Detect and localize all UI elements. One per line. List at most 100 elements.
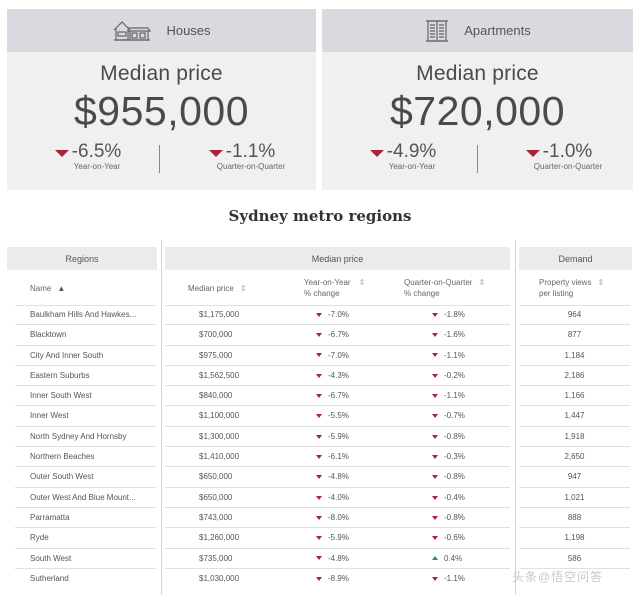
watermark: 头条@悟空问答 — [512, 570, 604, 584]
qoq-change: -0.8% — [444, 512, 465, 522]
table-row[interactable]: Sutherland $1,030,000 -8.9% -1.1% — [0, 569, 640, 589]
apartments-card-header: Apartments — [322, 9, 633, 52]
qoq-change: -1.6% — [444, 330, 465, 340]
yoy-change: -4.3% — [328, 370, 349, 380]
qoq-change: -0.4% — [444, 492, 465, 502]
row-divider — [165, 305, 510, 306]
down-arrow-icon — [432, 475, 438, 480]
column-header-median-price[interactable]: Median price ⇕ — [188, 284, 247, 294]
table-row[interactable]: Northern Beaches $1,410,000 -6.1% -0.3% 2,65… — [0, 447, 640, 468]
down-arrow-icon — [316, 454, 322, 459]
sort-active-icon[interactable]: ▲︎ — [57, 284, 66, 294]
apartments-yoy-change: -4.9% Year-on-Year — [358, 142, 448, 171]
column-divider — [161, 240, 162, 595]
yoy-change: -5.9% — [328, 533, 349, 543]
yoy-change: -4.8% — [328, 553, 349, 563]
column-divider — [515, 240, 516, 595]
table-row[interactable]: Blacktown $700,000 -6.7% -1.6% 877 — [0, 325, 640, 346]
yoy-change: -6.1% — [328, 452, 349, 462]
down-arrow-icon — [432, 434, 438, 439]
sort-icon[interactable]: ⇕ — [358, 278, 366, 288]
row-divider — [15, 364, 156, 366]
table-row[interactable]: City And Inner South $975,000 -7.0% -1.1% 1,… — [0, 346, 640, 366]
table-row[interactable]: Eastern Suburbs $1,562,500 -4.3% -0.2% 2,186 — [0, 366, 640, 387]
row-divider — [519, 527, 630, 529]
down-arrow-icon — [316, 495, 322, 500]
yoy-change: -8.9% — [328, 573, 349, 583]
median-price: $735,000 — [199, 553, 233, 563]
down-arrow-icon — [432, 454, 438, 459]
yoy-change: -6.7% — [328, 391, 349, 401]
houses-median-label: Median price — [100, 62, 223, 85]
column-header-yoy[interactable]: Year-on-Year ⇕ % change — [304, 278, 366, 299]
column-header-qoq[interactable]: Quarter-on-Quarter ⇕ % change — [404, 278, 486, 299]
row-divider — [519, 446, 630, 448]
region-name: Outer West And Blue Mount... — [30, 492, 136, 502]
property-views: 2,186 — [564, 370, 585, 380]
property-views: 877 — [567, 330, 582, 340]
sort-icon[interactable]: ⇕ — [597, 278, 605, 288]
table-row[interactable]: Baulkham Hills And Hawkes... $1,175,000 -7… — [0, 305, 640, 326]
table-row[interactable]: Outer South West $650,000 -4.8% -0.8% 947 — [0, 467, 640, 488]
row-divider — [519, 344, 630, 346]
qoq-change: 0.4% — [444, 553, 463, 563]
down-arrow-icon — [316, 434, 322, 439]
row-divider — [165, 466, 510, 468]
median-price: $1,260,000 — [199, 533, 240, 543]
sort-icon[interactable]: ⇕ — [239, 284, 247, 294]
table-row[interactable]: Outer West And Blue Mount... $650,000 -4.0… — [0, 488, 640, 508]
row-divider — [15, 344, 156, 346]
row-divider — [15, 567, 156, 569]
sort-icon[interactable]: ⇕ — [478, 278, 486, 288]
row-divider — [165, 405, 510, 407]
qoq-change: -1.1% — [444, 350, 465, 360]
table-row[interactable]: Inner South West $840,000 -6.7% -1.1% 1,166 — [0, 386, 640, 407]
down-arrow-icon — [432, 312, 438, 317]
region-name: Parramatta — [30, 512, 70, 522]
property-views: 2,650 — [564, 452, 585, 462]
qoq-change: -0.8% — [444, 431, 465, 441]
row-divider — [519, 486, 630, 488]
apartments-card: Apartments Median price $720,000 -4.9% Y… — [322, 9, 633, 190]
house-icon — [112, 19, 152, 43]
qoq-change: -0.6% — [444, 533, 465, 543]
row-divider — [15, 305, 156, 306]
median-price: $1,562,500 — [199, 370, 240, 380]
region-name: Inner West — [30, 411, 69, 421]
qoq-change: -0.2% — [444, 370, 465, 380]
table-row[interactable]: North Sydney And Hornsby $1,300,000 -5.9% -… — [0, 427, 640, 448]
median-price: $1,030,000 — [199, 573, 240, 583]
apartments-median-label: Median price — [416, 62, 539, 85]
yoy-change: -7.0% — [328, 350, 349, 360]
divider — [477, 145, 478, 173]
houses-yoy-change: -6.5% Year-on-Year — [43, 142, 133, 171]
row-divider — [165, 425, 510, 427]
row-divider — [519, 425, 630, 427]
down-arrow-icon — [316, 414, 322, 419]
row-divider — [165, 527, 510, 529]
column-header-property-views[interactable]: Property views ⇕ per listing — [539, 278, 605, 299]
row-divider — [165, 344, 510, 346]
group-header-median-price: Median price — [165, 247, 510, 270]
property-views: 1,184 — [564, 350, 585, 360]
table-row[interactable]: Ryde $1,260,000 -5.9% -0.6% 1,198 — [0, 528, 640, 549]
table-row[interactable]: Inner West $1,100,000 -5.5% -0.7% 1,447 — [0, 406, 640, 427]
table-row[interactable]: South West $735,000 -4.8% 0.4% 586 — [0, 549, 640, 569]
region-name: North Sydney And Hornsby — [30, 431, 127, 441]
row-divider — [519, 506, 630, 508]
down-arrow-icon — [54, 150, 69, 157]
table-row[interactable]: Parramatta $743,000 -8.0% -0.8% 888 — [0, 508, 640, 529]
down-arrow-icon — [432, 576, 438, 581]
row-divider — [519, 364, 630, 366]
row-divider — [15, 425, 156, 427]
houses-title: Houses — [166, 23, 211, 38]
yoy-change: -7.0% — [328, 310, 349, 319]
row-divider — [519, 405, 630, 407]
column-header-name[interactable]: Name ▲︎ — [30, 284, 66, 294]
group-header-demand: Demand — [519, 247, 632, 270]
region-name: Northern Beaches — [30, 452, 95, 462]
median-price: $975,000 — [199, 350, 233, 360]
down-arrow-icon — [432, 333, 438, 338]
region-name: Sutherland — [30, 573, 69, 583]
qoq-change: -0.3% — [444, 452, 465, 462]
